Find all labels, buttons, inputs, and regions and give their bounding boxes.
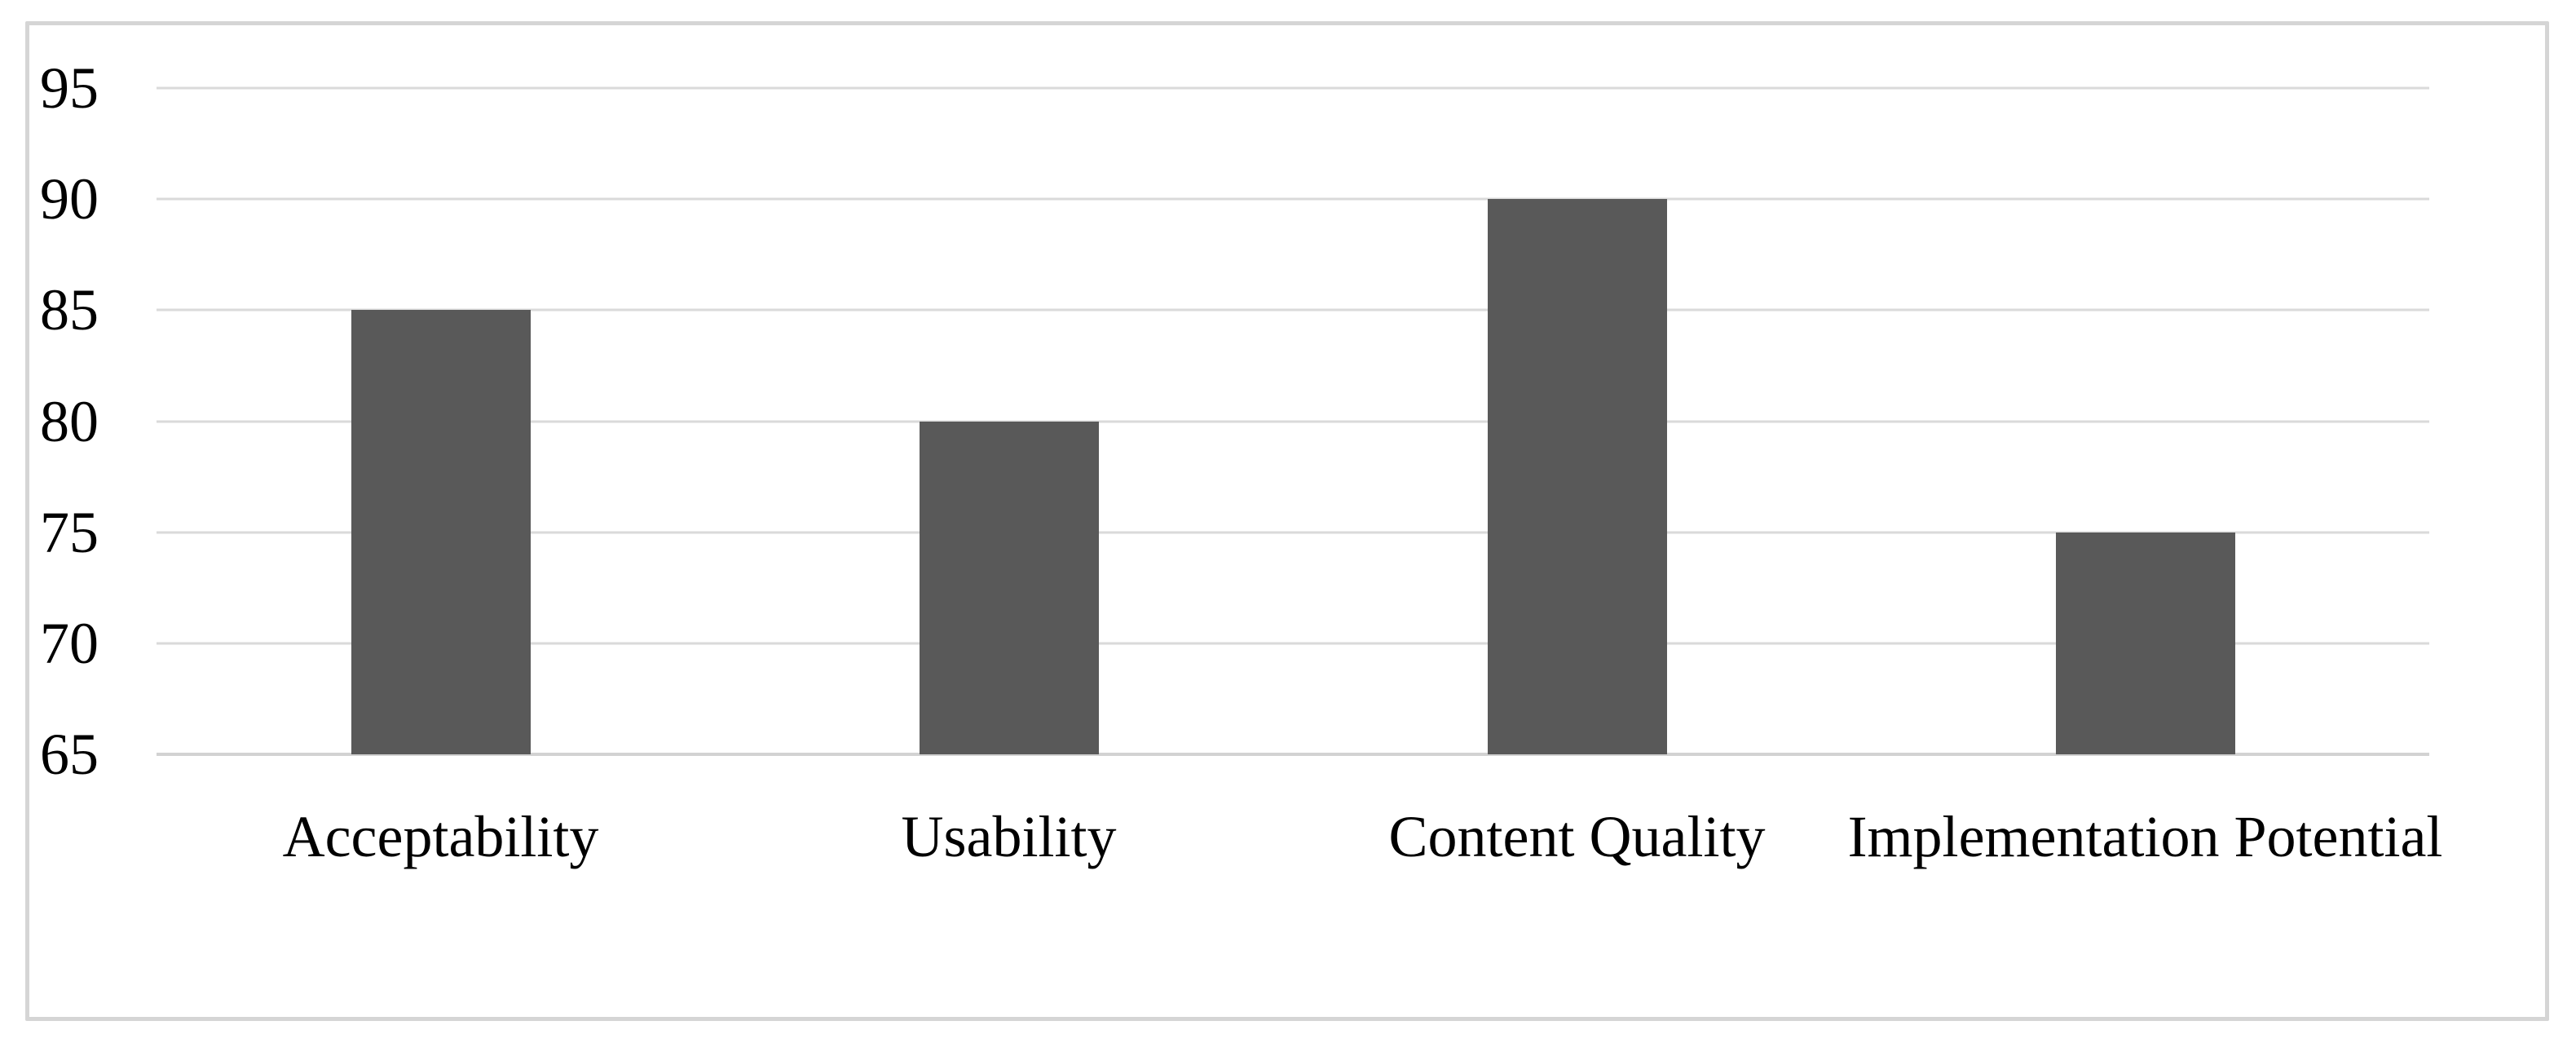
bar-usability <box>919 421 1099 754</box>
y-tick-label-90: 90 <box>40 166 99 232</box>
y-tick-label-65: 65 <box>40 722 99 787</box>
gridline-95 <box>157 86 2429 90</box>
bar-implementation-potential <box>2055 532 2235 754</box>
x-axis-line <box>157 753 2429 756</box>
y-tick-label-80: 80 <box>40 388 99 454</box>
x-category-label-implementation-potential: Implementation Potential <box>1847 804 2443 869</box>
gridline-85 <box>157 308 2429 312</box>
gridline-90 <box>157 197 2429 201</box>
y-tick-label-95: 95 <box>40 55 99 121</box>
chart-plot-area <box>157 86 2429 756</box>
y-tick-label-70: 70 <box>40 610 99 676</box>
bar-content-quality <box>1487 199 1667 754</box>
x-category-label-content-quality: Content Quality <box>1388 804 1766 869</box>
gridline-75 <box>157 531 2429 534</box>
gridline-70 <box>157 642 2429 645</box>
gridline-80 <box>157 420 2429 422</box>
x-category-label-acceptability: Acceptability <box>282 804 599 869</box>
y-tick-label-75: 75 <box>40 499 99 565</box>
bar-acceptability <box>351 310 531 754</box>
y-tick-label-85: 85 <box>40 277 99 343</box>
x-category-label-usability: Usability <box>901 804 1117 869</box>
